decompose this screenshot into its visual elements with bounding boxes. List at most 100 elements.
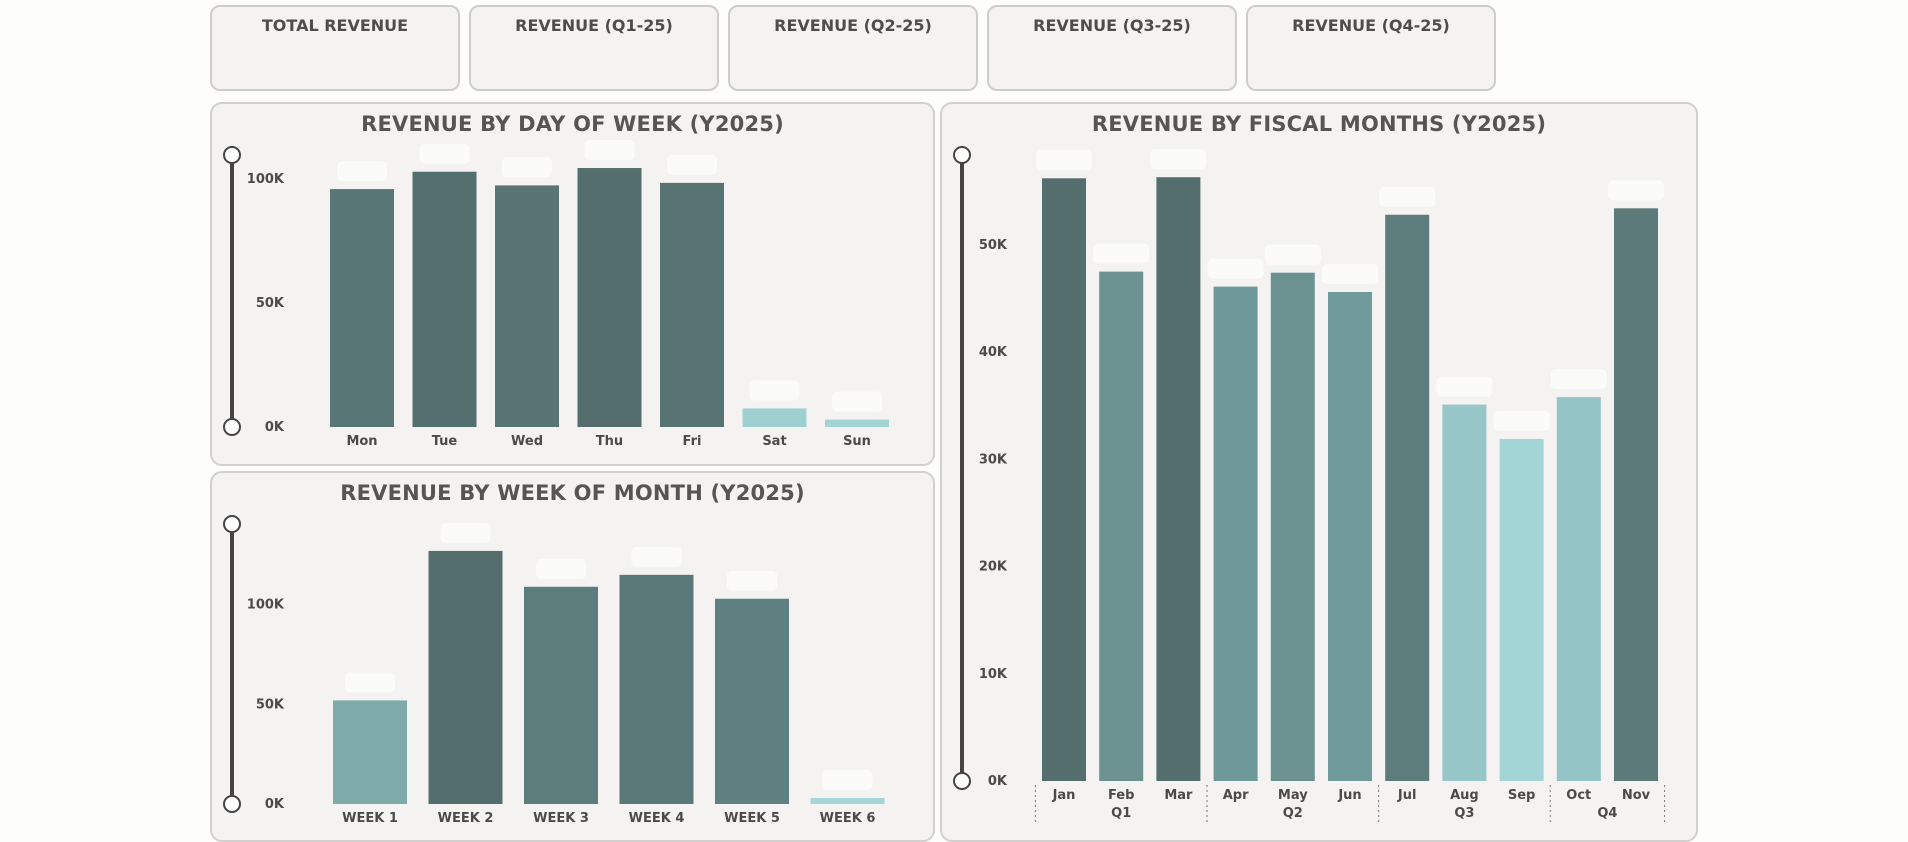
bar-may[interactable] — [1270, 272, 1315, 781]
bar-week-2[interactable] — [428, 550, 503, 804]
y-tick-label: 50K — [256, 296, 285, 311]
data-label-placeholder — [536, 558, 586, 579]
x-category-label: WEEK 3 — [533, 811, 589, 826]
data-label-placeholder — [1379, 186, 1436, 207]
data-label-placeholder — [1036, 150, 1092, 171]
bar-sep[interactable] — [1499, 438, 1544, 781]
kpi-card-total-revenue[interactable]: TOTAL REVENUE — [210, 5, 460, 91]
bar-oct[interactable] — [1556, 397, 1601, 781]
bar-nov[interactable] — [1614, 208, 1658, 781]
data-label-placeholder — [1150, 149, 1207, 170]
x-category-label: Oct — [1566, 788, 1591, 803]
x-category-label: WEEK 2 — [438, 811, 494, 826]
bar-mar[interactable] — [1156, 177, 1201, 782]
bar-jun[interactable] — [1328, 291, 1372, 781]
kpi-card-revenue-q3[interactable]: REVENUE (Q3-25) — [987, 5, 1237, 91]
data-label-placeholder — [1608, 180, 1664, 201]
x-category-label: Sat — [762, 434, 786, 449]
x-quarter-label: Q2 — [1283, 806, 1303, 821]
data-label-placeholder — [584, 140, 635, 161]
y-tick-label: 50K — [256, 697, 285, 712]
data-label-placeholder — [749, 380, 800, 401]
x-category-label: Nov — [1622, 788, 1651, 803]
x-category-label: Mon — [346, 434, 377, 449]
bar-sun[interactable] — [825, 419, 889, 427]
x-category-label: WEEK 5 — [724, 811, 780, 826]
data-label-placeholder — [1264, 244, 1321, 265]
bar-wed[interactable] — [495, 185, 559, 427]
data-label-placeholder — [1493, 410, 1550, 431]
chart-title-month: REVENUE BY FISCAL MONTHS (Y2025) — [1091, 112, 1547, 136]
y-tick-label: 100K — [247, 598, 285, 613]
x-category-label: Jul — [1397, 788, 1417, 803]
bar-week-3[interactable] — [524, 586, 598, 804]
x-category-label: Aug — [1450, 788, 1479, 803]
x-category-label: Jan — [1052, 788, 1076, 803]
y-tick-label: 0K — [265, 797, 285, 812]
x-category-label: Apr — [1223, 788, 1249, 803]
bar-thu[interactable] — [577, 168, 642, 427]
data-label-placeholder — [667, 154, 717, 175]
x-quarter-label: Q1 — [1111, 806, 1131, 821]
range-slider-handle-bottom[interactable] — [953, 772, 971, 790]
data-label-placeholder — [1093, 243, 1150, 264]
y-tick-label: 10K — [979, 667, 1008, 682]
data-label-placeholder — [419, 143, 470, 164]
bar-feb[interactable] — [1099, 271, 1144, 781]
x-category-label: Jun — [1337, 788, 1361, 803]
range-slider-handle-top[interactable] — [953, 146, 971, 164]
bar-apr[interactable] — [1213, 286, 1258, 781]
bar-tue[interactable] — [412, 171, 477, 427]
panel-revenue-by-week: REVENUE BY WEEK OF MONTH (Y2025) 0K 50K 10… — [210, 471, 935, 842]
kpi-title: REVENUE (Q1-25) — [515, 16, 673, 35]
kpi-card-revenue-q2[interactable]: REVENUE (Q2-25) — [728, 5, 978, 91]
bar-aug[interactable] — [1442, 404, 1487, 781]
kpi-title: REVENUE (Q4-25) — [1292, 16, 1450, 35]
bar-sat[interactable] — [742, 408, 807, 427]
x-quarter-label: Q4 — [1597, 806, 1617, 821]
x-category-label: Sun — [843, 434, 871, 449]
x-category-label: Wed — [511, 434, 543, 449]
chart-revenue-by-week: 0K 50K 100K WEEK 1 WEEK 2 WEEK 3 WEEK 4 WEEK 5 W… — [223, 515, 885, 826]
chart-title-day: REVENUE BY DAY OF WEEK (Y2025) — [361, 112, 784, 136]
data-label-placeholder — [727, 570, 777, 591]
y-tick-label: 30K — [979, 452, 1008, 467]
x-category-label: Thu — [596, 434, 623, 449]
bar-week-4[interactable] — [619, 574, 694, 804]
bar-jan[interactable] — [1042, 178, 1086, 781]
data-label-placeholder — [1550, 369, 1607, 390]
bar-week-1[interactable] — [333, 700, 407, 804]
data-label-placeholder — [345, 672, 395, 693]
panel-revenue-by-month: REVENUE BY FISCAL MONTHS (Y2025) 0K 10K 20… — [940, 102, 1698, 842]
x-category-label: Feb — [1108, 788, 1134, 803]
range-slider-handle-bottom[interactable] — [223, 795, 241, 813]
data-label-placeholder — [822, 770, 873, 791]
data-label-placeholder — [502, 157, 552, 178]
bar-mon[interactable] — [330, 189, 394, 427]
data-label-placeholder — [337, 161, 387, 182]
range-slider-handle-top[interactable] — [223, 146, 241, 164]
bar-week-6[interactable] — [810, 798, 885, 804]
x-category-label: Tue — [432, 434, 458, 449]
chart-revenue-by-day: 0K 50K 100K Mon Tue Wed Thu Fri Sat Sun — [223, 140, 889, 449]
bar-week-5[interactable] — [715, 598, 789, 804]
x-category-label: WEEK 6 — [820, 811, 876, 826]
data-label-placeholder — [1322, 263, 1378, 284]
x-category-label: WEEK 1 — [342, 811, 398, 826]
data-label-placeholder — [1436, 376, 1493, 397]
chart-title-week: REVENUE BY WEEK OF MONTH (Y2025) — [340, 481, 805, 505]
x-category-label: WEEK 4 — [629, 811, 685, 826]
kpi-title: TOTAL REVENUE — [261, 16, 409, 35]
x-category-label: Mar — [1164, 788, 1193, 803]
x-category-label: Fri — [683, 434, 702, 449]
kpi-card-revenue-q4[interactable]: REVENUE (Q4-25) — [1246, 5, 1496, 91]
y-tick-label: 0K — [265, 420, 285, 435]
kpi-title: REVENUE (Q3-25) — [1033, 16, 1191, 35]
kpi-card-revenue-q1[interactable]: REVENUE (Q1-25) — [469, 5, 719, 91]
range-slider-handle-top[interactable] — [223, 515, 241, 533]
bar-fri[interactable] — [660, 182, 724, 427]
data-label-placeholder — [631, 546, 682, 567]
bar-jul[interactable] — [1385, 214, 1430, 782]
range-slider-handle-bottom[interactable] — [223, 418, 241, 436]
y-tick-label: 40K — [979, 345, 1008, 360]
